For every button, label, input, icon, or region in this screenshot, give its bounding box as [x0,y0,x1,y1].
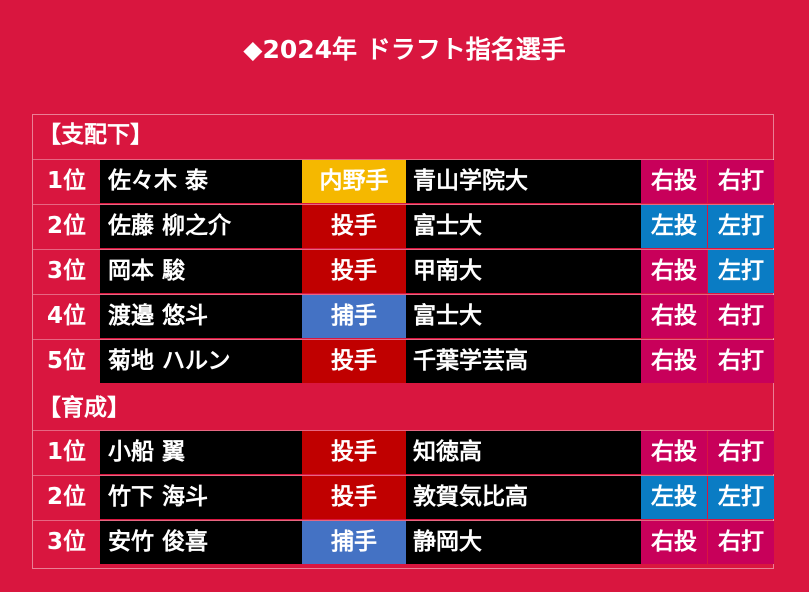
cell-gap [639,205,641,248]
bats-badge: 右打 [708,295,774,338]
cell-divider [707,476,708,519]
page-title: ◆2024年 ドラフト指名選手 [243,35,566,64]
section-label-shihaika: 【支配下】 [38,122,153,148]
position-badge: 投手 [302,250,406,293]
bats-badge: 左打 [708,205,774,248]
rank-cell: 3位 [33,521,100,564]
position-badge: 捕手 [302,295,406,338]
cell-gap [639,340,641,383]
cell-divider [707,340,708,383]
table-row: 3位 安竹 俊喜 捕手 静岡大 右投 右打 [33,520,774,564]
player-name: 佐藤 柳之介 [100,205,302,248]
cell-divider [707,431,708,474]
section-label-ikusei: 【育成】 [38,395,130,421]
throws-badge: 右投 [641,250,707,293]
school-name: 知徳高 [406,431,639,474]
table-row: 5位 菊地 ハルン 投手 千葉学芸高 右投 右打 [33,339,774,383]
cell-divider [707,250,708,293]
table-row: 2位 佐藤 柳之介 投手 富士大 左投 左打 [33,204,774,248]
bats-badge: 右打 [708,160,774,203]
table-row: 4位 渡邉 悠斗 捕手 富士大 右投 右打 [33,294,774,338]
table-row: 1位 小船 翼 投手 知徳高 右投 右打 [33,430,774,474]
throws-badge: 左投 [641,205,707,248]
player-name: 渡邉 悠斗 [100,295,302,338]
table-row: 1位 佐々木 泰 内野手 青山学院大 右投 右打 [33,159,774,203]
player-name: 安竹 俊喜 [100,521,302,564]
rank-cell: 2位 [33,205,100,248]
cell-divider [707,160,708,203]
cell-gap [639,295,641,338]
school-name: 富士大 [406,295,639,338]
throws-badge: 右投 [641,160,707,203]
cell-divider [707,295,708,338]
rank-cell: 1位 [33,160,100,203]
cell-divider [707,521,708,564]
position-badge: 投手 [302,476,406,519]
throws-badge: 左投 [641,476,707,519]
rank-cell: 3位 [33,250,100,293]
player-name: 菊地 ハルン [100,340,302,383]
school-name: 静岡大 [406,521,639,564]
school-name: 敦賀気比高 [406,476,639,519]
player-name: 小船 翼 [100,431,302,474]
position-badge: 投手 [302,340,406,383]
rank-cell: 5位 [33,340,100,383]
school-name: 甲南大 [406,250,639,293]
throws-badge: 右投 [641,431,707,474]
rank-cell: 1位 [33,431,100,474]
throws-badge: 右投 [641,521,707,564]
table-row: 2位 竹下 海斗 投手 敦賀気比高 左投 左打 [33,475,774,519]
rank-cell: 2位 [33,476,100,519]
position-badge: 捕手 [302,521,406,564]
throws-badge: 右投 [641,340,707,383]
school-name: 千葉学芸高 [406,340,639,383]
cell-gap [639,160,641,203]
school-name: 富士大 [406,205,639,248]
rank-cell: 4位 [33,295,100,338]
bats-badge: 左打 [708,476,774,519]
bats-badge: 右打 [708,340,774,383]
cell-gap [639,521,641,564]
cell-gap [639,431,641,474]
player-name: 竹下 海斗 [100,476,302,519]
player-name: 岡本 駿 [100,250,302,293]
cell-divider [707,205,708,248]
bats-badge: 右打 [708,521,774,564]
bats-badge: 左打 [708,250,774,293]
bats-badge: 右打 [708,431,774,474]
position-badge: 投手 [302,431,406,474]
cell-gap [639,250,641,293]
table-row: 3位 岡本 駿 投手 甲南大 右投 左打 [33,249,774,293]
cell-gap [639,476,641,519]
school-name: 青山学院大 [406,160,639,203]
position-badge: 内野手 [302,160,406,203]
throws-badge: 右投 [641,295,707,338]
position-badge: 投手 [302,205,406,248]
player-name: 佐々木 泰 [100,160,302,203]
